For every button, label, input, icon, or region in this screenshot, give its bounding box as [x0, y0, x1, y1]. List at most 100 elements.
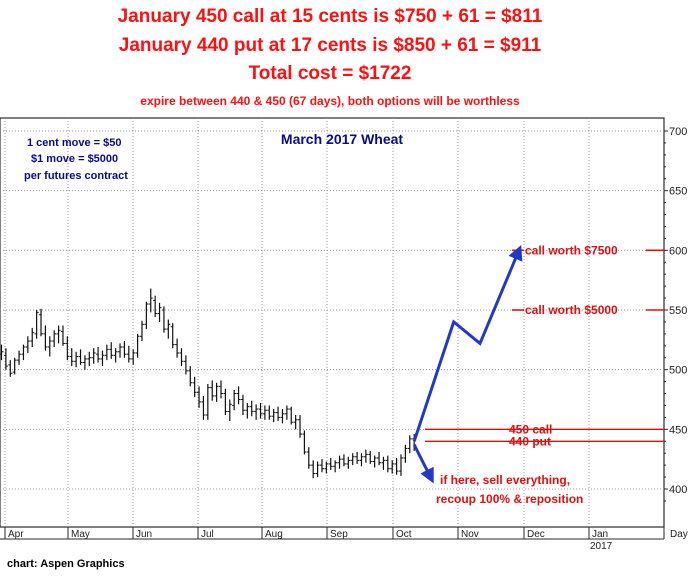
- price-bar: [78, 349, 83, 365]
- price-bar: [276, 406, 281, 421]
- price-bar: [210, 380, 215, 401]
- price-bar: [249, 400, 254, 417]
- y-tick-label-450: 450: [669, 424, 687, 436]
- price-bar: [236, 386, 241, 405]
- price-bar: [390, 460, 395, 474]
- price-bar: [96, 346, 101, 363]
- price-bar: [337, 455, 342, 469]
- price-bar: [118, 343, 123, 358]
- price-bar: [87, 351, 92, 367]
- price-bar: [223, 388, 228, 416]
- price-bar: [324, 461, 329, 474]
- price-bar: [69, 348, 74, 367]
- price-bar: [25, 336, 30, 353]
- contract-note-line-2: $1 move = $5000: [31, 153, 118, 165]
- price-bar: [109, 342, 114, 359]
- headline-put: January 440 put at 17 cents is $850 + 61…: [118, 35, 542, 56]
- x-tick-label-day: Day: [670, 529, 688, 540]
- price-bar: [148, 288, 153, 313]
- price-bar: [60, 325, 65, 346]
- price-bar: [157, 302, 162, 322]
- price-bar: [34, 310, 39, 339]
- x-tick-label-sep: Sep: [330, 529, 348, 540]
- price-bar: [293, 415, 298, 430]
- price-bar: [52, 330, 57, 347]
- price-bar: [394, 457, 399, 475]
- headline-call: January 450 call at 15 cents is $750 + 6…: [117, 6, 543, 27]
- headline-expiry-note: expire between 440 & 450 (67 days), both…: [140, 94, 520, 108]
- price-bar: [100, 350, 105, 367]
- price-bar: [131, 349, 136, 365]
- price-bar: [179, 348, 184, 367]
- price-bar: [407, 435, 412, 454]
- price-bar: [328, 457, 333, 470]
- y-tick-label-400: 400: [669, 484, 687, 496]
- price-bars: [0, 288, 417, 479]
- y-tick-label-500: 500: [669, 365, 687, 377]
- headline-total-cost: Total cost = $1722: [248, 63, 412, 84]
- price-bar: [47, 336, 52, 357]
- price-bar: [245, 403, 250, 419]
- contract-note-line-3: per futures contract: [24, 170, 128, 182]
- projection-down-arrow: [412, 444, 434, 484]
- price-bar: [381, 456, 386, 470]
- price-bar: [311, 460, 316, 479]
- price-bar: [161, 306, 166, 333]
- x-tick-label-may: May: [71, 529, 90, 540]
- price-bar: [21, 344, 26, 361]
- price-bar: [139, 320, 144, 342]
- price-bar: [254, 404, 259, 420]
- annotation-line-2: recoup 100% & reposition: [436, 492, 583, 506]
- price-bar: [372, 455, 377, 468]
- level-label-450: 450 call: [509, 422, 552, 436]
- price-bar: [8, 360, 13, 377]
- price-bar: [346, 456, 351, 469]
- price-bar: [232, 389, 237, 411]
- price-bar: [65, 336, 70, 361]
- x-tick-label-aug: Aug: [265, 529, 283, 540]
- price-bar: [219, 380, 223, 399]
- price-bar: [333, 460, 338, 473]
- price-bar: [170, 323, 175, 349]
- price-bar: [113, 348, 118, 363]
- price-bar: [341, 454, 346, 467]
- price-bar: [262, 405, 267, 420]
- x-tick-label-jun: Jun: [136, 529, 152, 540]
- level-label-550: call worth $5000: [525, 303, 618, 317]
- price-bar: [240, 394, 245, 416]
- x-tick-label-oct: Oct: [396, 529, 412, 540]
- price-bar: [280, 409, 285, 424]
- price-bar: [284, 405, 289, 420]
- price-bar: [271, 409, 276, 423]
- price-bar: [350, 453, 355, 466]
- price-bar: [302, 430, 307, 455]
- x-tick-label-nov: Nov: [461, 529, 479, 540]
- y-tick-label-600: 600: [669, 245, 687, 257]
- price-bar: [188, 366, 193, 387]
- x-tick-label-jan: Jan: [592, 529, 608, 540]
- price-bar: [175, 338, 180, 358]
- y-tick-label-550: 550: [669, 305, 687, 317]
- price-bar: [82, 355, 87, 370]
- contract-note-line-1: 1 cent move = $50: [27, 137, 121, 149]
- projection-up-arrow: [412, 244, 523, 442]
- price-bar: [227, 399, 232, 421]
- y-tick-label-700: 700: [669, 126, 687, 138]
- price-bar: [56, 325, 61, 344]
- price-bar: [298, 415, 303, 438]
- price-bar: [363, 449, 368, 463]
- price-bar: [104, 344, 109, 361]
- price-bar: [144, 301, 149, 330]
- price-bar: [359, 453, 364, 467]
- chart-title: March 2017 Wheat: [281, 131, 403, 147]
- price-bar: [214, 382, 219, 402]
- price-bar: [315, 461, 320, 478]
- price-bar: [39, 308, 44, 337]
- price-bar: [3, 348, 8, 370]
- plot-frame: [0, 117, 665, 528]
- price-bar: [205, 383, 210, 420]
- price-bar: [153, 295, 158, 318]
- price-bar: [377, 452, 382, 466]
- price-bar: [306, 447, 311, 469]
